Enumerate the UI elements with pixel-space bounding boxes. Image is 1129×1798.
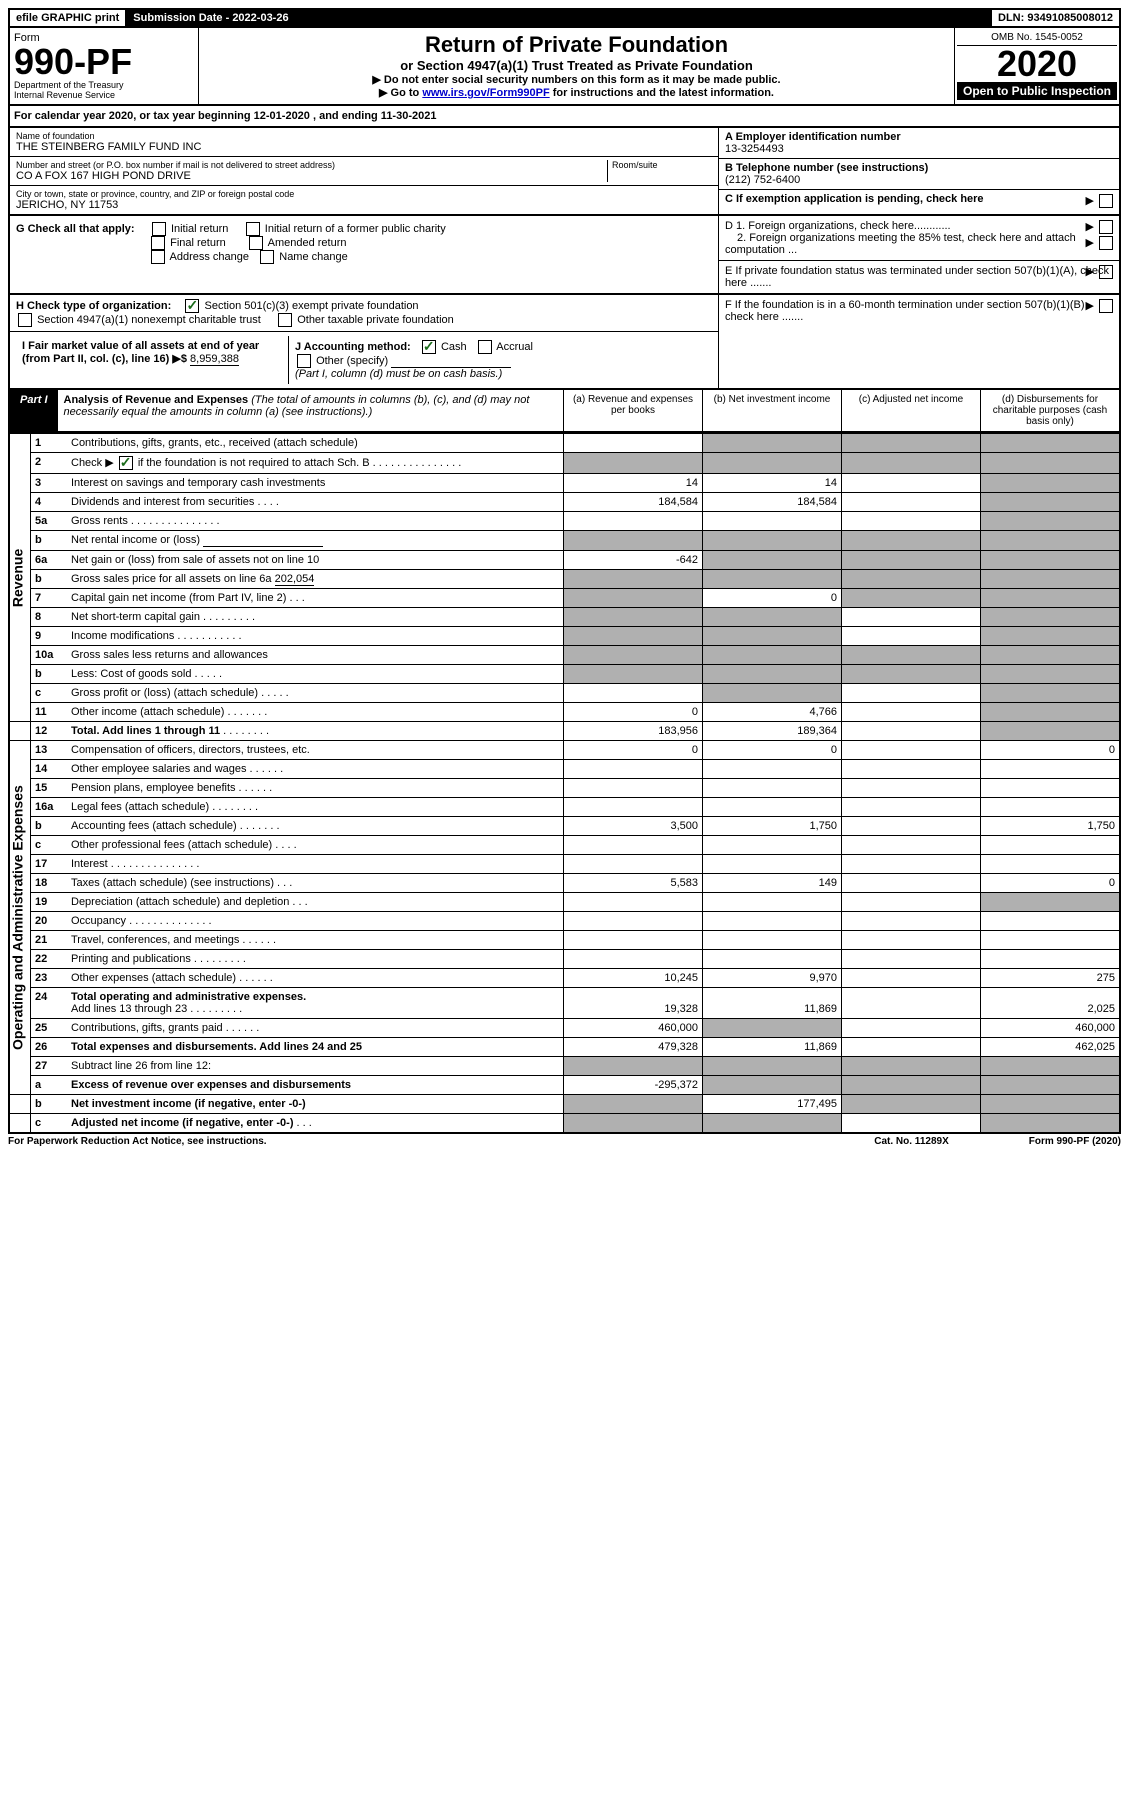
initial-former-checkbox[interactable] [246, 222, 260, 236]
terminated-checkbox[interactable] [1099, 265, 1113, 279]
foundation-address: CO A FOX 167 HIGH POND DRIVE [16, 170, 607, 182]
other-taxable-checkbox[interactable] [278, 313, 292, 327]
form-footer: Form 990-PF (2020) [1029, 1136, 1121, 1147]
form-header: Form 990-PF Department of the Treasury I… [8, 28, 1121, 106]
submission-date: Submission Date - 2022-03-26 [127, 10, 294, 26]
e-label: E If private foundation status was termi… [725, 265, 1109, 289]
efile-label: efile GRAPHIC print [10, 10, 125, 26]
exemption-checkbox[interactable] [1099, 194, 1113, 208]
phone-label: B Telephone number (see instructions) [725, 162, 928, 174]
address-label: Number and street (or P.O. box number if… [16, 160, 607, 170]
col-c-header: (c) Adjusted net income [841, 390, 980, 431]
calendar-year-row: For calendar year 2020, or tax year begi… [8, 106, 1121, 128]
foreign-org-checkbox[interactable] [1099, 220, 1113, 234]
col-d-header: (d) Disbursements for charitable purpose… [980, 390, 1119, 431]
ein-label: A Employer identification number [725, 131, 901, 143]
foundation-name: THE STEINBERG FAMILY FUND INC [16, 141, 712, 153]
page-footer: For Paperwork Reduction Act Notice, see … [8, 1134, 1121, 1147]
form-number: 990-PF [14, 44, 194, 80]
name-change-checkbox[interactable] [260, 250, 274, 264]
section-g-d: G Check all that apply: Initial return I… [8, 216, 1121, 295]
part1-label: Part I [10, 390, 58, 431]
part1-table: Revenue 1 Contributions, gifts, grants, … [8, 433, 1121, 1134]
foundation-city: JERICHO, NY 11753 [16, 199, 712, 211]
dept-treasury: Department of the Treasury [14, 80, 194, 90]
cash-basis-note: (Part I, column (d) must be on cash basi… [295, 368, 502, 380]
dln-number: DLN: 93491085008012 [992, 10, 1119, 26]
top-bar: efile GRAPHIC print Submission Date - 20… [8, 8, 1121, 28]
h-label: H Check type of organization: [16, 300, 171, 312]
d1-label: D 1. Foreign organizations, check here..… [725, 220, 951, 232]
cat-number: Cat. No. 11289X [874, 1136, 948, 1147]
name-label: Name of foundation [16, 131, 712, 141]
col-a-header: (a) Revenue and expenses per books [563, 390, 702, 431]
exemption-pending-label: C If exemption application is pending, c… [725, 193, 984, 205]
final-return-checkbox[interactable] [151, 236, 165, 250]
form-title: Return of Private Foundation [203, 32, 950, 58]
form990pf-link[interactable]: www.irs.gov/Form990PF [422, 87, 549, 99]
address-change-checkbox[interactable] [151, 250, 165, 264]
f-label: F If the foundation is in a 60-month ter… [725, 299, 1088, 323]
expenses-side-label: Operating and Administrative Expenses [9, 741, 31, 1095]
501c3-checkbox[interactable] [185, 299, 199, 313]
col-b-header: (b) Net investment income [702, 390, 841, 431]
tax-year: 2020 [957, 46, 1117, 82]
foreign-85-checkbox[interactable] [1099, 236, 1113, 250]
4947-checkbox[interactable] [18, 313, 32, 327]
initial-return-checkbox[interactable] [152, 222, 166, 236]
schb-checkbox[interactable] [119, 456, 133, 470]
phone-value: (212) 752-6400 [725, 174, 1113, 186]
d2-label: 2. Foreign organizations meeting the 85%… [725, 232, 1076, 256]
revenue-side-label: Revenue [9, 434, 31, 722]
other-method-checkbox[interactable] [297, 354, 311, 368]
j-label: J Accounting method: [295, 341, 411, 353]
60month-checkbox[interactable] [1099, 299, 1113, 313]
part1-title: Analysis of Revenue and Expenses [64, 394, 249, 406]
form-subtitle: or Section 4947(a)(1) Trust Treated as P… [203, 58, 950, 73]
city-label: City or town, state or province, country… [16, 189, 712, 199]
ein-value: 13-3254493 [725, 143, 1113, 155]
irs-label: Internal Revenue Service [14, 90, 194, 100]
ssn-warning: ▶ Do not enter social security numbers o… [203, 73, 950, 86]
section-h-i-j: H Check type of organization: Section 50… [8, 295, 1121, 390]
accrual-checkbox[interactable] [478, 340, 492, 354]
fmv-value: 8,959,388 [190, 353, 239, 366]
foundation-info: Name of foundation THE STEINBERG FAMILY … [8, 128, 1121, 216]
room-label: Room/suite [612, 160, 712, 170]
goto-instruction: ▶ Go to www.irs.gov/Form990PF for instru… [203, 86, 950, 99]
open-to-public: Open to Public Inspection [957, 82, 1117, 100]
paperwork-notice: For Paperwork Reduction Act Notice, see … [8, 1136, 267, 1147]
amended-return-checkbox[interactable] [249, 236, 263, 250]
part1-header: Part I Analysis of Revenue and Expenses … [8, 390, 1121, 433]
g-label: G Check all that apply: [16, 223, 135, 235]
cash-checkbox[interactable] [422, 340, 436, 354]
